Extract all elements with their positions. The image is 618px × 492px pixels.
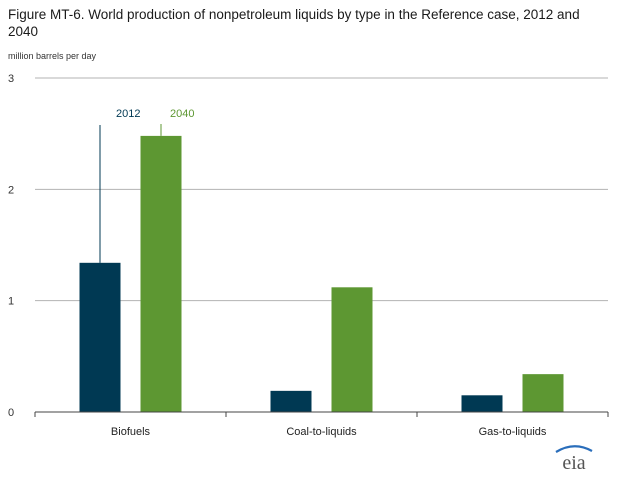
y-tick-label: 1 bbox=[8, 296, 14, 308]
chart-title: Figure MT-6. World production of nonpetr… bbox=[8, 7, 580, 39]
category-label: Coal-to-liquids bbox=[286, 426, 357, 438]
legend-label-2040: 2040 bbox=[170, 108, 194, 120]
bar-2012-biofuels bbox=[79, 262, 121, 412]
bars bbox=[79, 135, 564, 413]
legend-label-2012: 2012 bbox=[116, 108, 140, 120]
y-tick-label: 3 bbox=[8, 73, 14, 85]
x-axis bbox=[34, 411, 609, 417]
logo-text: eia bbox=[562, 452, 585, 473]
bar-2012-coal-to-liquids bbox=[270, 390, 312, 412]
y-tick-label: 2 bbox=[8, 184, 14, 196]
bar-2012-gas-to-liquids bbox=[461, 395, 503, 412]
bar-2040-gas-to-liquids bbox=[522, 374, 564, 412]
y-tick-labels: 0 1 2 3 bbox=[8, 73, 14, 419]
bar-2040-coal-to-liquids bbox=[331, 287, 373, 412]
category-label: Biofuels bbox=[111, 426, 151, 438]
y-tick-label: 0 bbox=[8, 407, 14, 419]
gridlines bbox=[35, 77, 608, 302]
bar-2040-biofuels bbox=[140, 135, 182, 413]
eia-logo: eia bbox=[552, 443, 596, 478]
category-labels: Biofuels Coal-to-liquids Gas-to-liquids bbox=[111, 426, 547, 438]
legend: 2012 2040 bbox=[99, 108, 194, 263]
y-axis-unit-label: million barrels per day bbox=[8, 51, 97, 61]
category-label: Gas-to-liquids bbox=[479, 426, 547, 438]
